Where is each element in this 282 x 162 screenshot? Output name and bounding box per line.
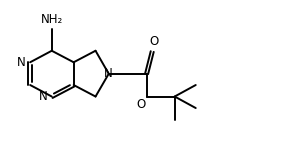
Text: NH₂: NH₂ xyxy=(41,13,63,26)
Text: O: O xyxy=(149,35,158,48)
Text: O: O xyxy=(136,98,145,111)
Text: N: N xyxy=(104,67,113,80)
Text: N: N xyxy=(17,56,26,69)
Text: N: N xyxy=(39,90,48,103)
